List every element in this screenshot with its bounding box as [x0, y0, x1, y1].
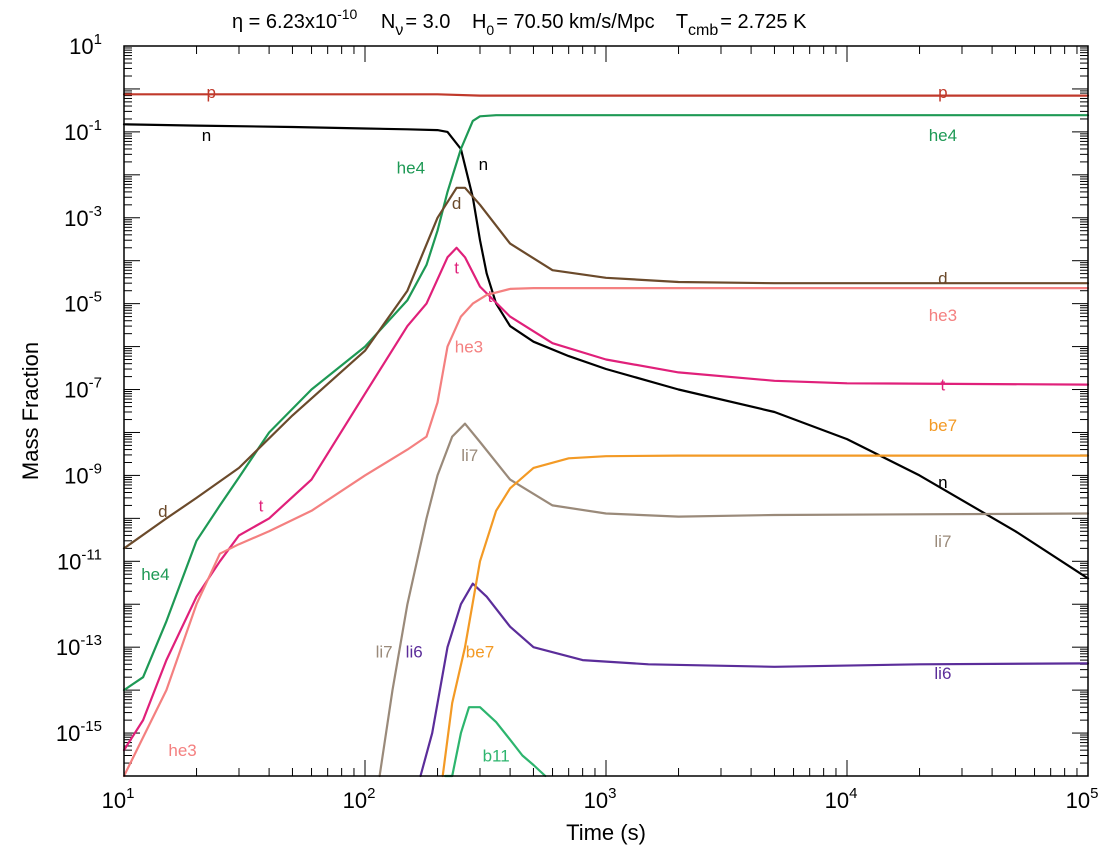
tick-label: 10-15	[56, 718, 102, 746]
tick-label: 10-7	[64, 375, 102, 403]
series-n-line	[122, 123, 1090, 580]
series-be7-line	[441, 454, 1090, 778]
series-n-label: n	[202, 126, 211, 145]
tick-label: 10-9	[64, 460, 102, 488]
series-li7-label: li7	[376, 642, 393, 661]
series-t-label: t	[454, 258, 459, 277]
series-d-label: d	[158, 502, 167, 521]
series-li6-label: li6	[934, 664, 951, 683]
chart-title: η = 6.23x10-10 Nν = 3.0 H0 = 70.50 km/s/Mp…	[232, 2, 807, 39]
series-d-label: d	[452, 194, 461, 213]
series-p-line	[122, 93, 1090, 97]
series-t-label: t	[941, 376, 946, 395]
x-axis-title: Time (s)	[566, 820, 646, 845]
tick-label: 104	[825, 785, 858, 813]
series-he4-line	[122, 114, 1090, 692]
series-li6-line	[419, 582, 1090, 778]
series-p-label: p	[206, 83, 215, 102]
tick-label: 101	[69, 31, 102, 59]
tick-label: 102	[343, 785, 376, 813]
series-he4-label: he4	[141, 565, 169, 584]
tick-label: 103	[584, 785, 617, 813]
series-t-label: t	[259, 496, 264, 515]
tick-label: 105	[1066, 785, 1099, 813]
series-he3-label: he3	[929, 306, 957, 325]
tick-label: 10-1	[64, 117, 102, 145]
series-n-label: n	[938, 473, 947, 492]
series-be7-label: be7	[466, 642, 494, 661]
series-b11-label: b11	[483, 747, 510, 766]
series-he4-label: he4	[397, 158, 425, 177]
series-he4-label: he4	[929, 126, 957, 145]
axis-ticks	[123, 46, 1088, 777]
series-he3-label: he3	[455, 338, 483, 357]
series-b11-line	[444, 706, 547, 778]
y-axis-title: Mass Fraction	[18, 342, 43, 480]
series-d-line	[122, 186, 1090, 550]
tick-label: 10-13	[56, 632, 102, 660]
series-t-label: t	[488, 287, 493, 306]
series-li7-label: li7	[461, 446, 478, 465]
series-d-label: d	[938, 269, 947, 288]
tick-label: 10-11	[57, 546, 102, 574]
tick-label: 10-3	[64, 203, 102, 231]
tick-label: 10-5	[64, 289, 102, 317]
series-li7-line	[378, 422, 1090, 778]
series-be7-label: be7	[929, 416, 957, 435]
series-li6-label: li6	[406, 642, 423, 661]
tick-labels: 101 102 103 104 105 101 10-1 10-3 10-5 10-7 10-9 10…	[56, 31, 1099, 813]
series-p-label: p	[938, 83, 947, 102]
series-n-label: n	[479, 155, 488, 174]
plot-frame	[123, 45, 1089, 777]
plot-area: p p n n n he4 he4 he4 d d d t t t t he3 he3 he3 li7 li7 li7 l…	[122, 83, 1090, 778]
series-li7-label: li7	[934, 532, 951, 551]
series-he3-line	[122, 287, 1090, 778]
series-he3-label: he3	[168, 741, 196, 760]
tick-label: 101	[102, 785, 135, 813]
